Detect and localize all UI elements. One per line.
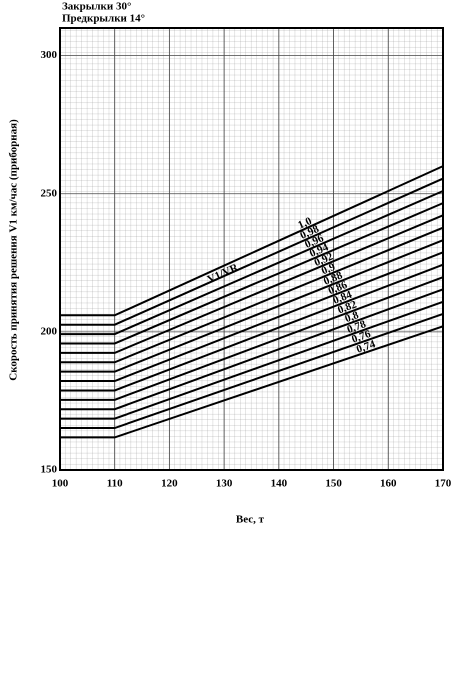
series-line — [60, 251, 444, 383]
y-tick-label: 300 — [41, 49, 58, 61]
series-line — [60, 312, 444, 430]
series-line — [60, 202, 444, 345]
x-axis-label: Вес, т — [236, 514, 265, 526]
series-line — [60, 300, 444, 420]
series-line — [60, 288, 444, 411]
series-line — [60, 263, 444, 392]
x-tick-label: 100 — [52, 478, 69, 490]
series-label: 0,74 — [355, 338, 378, 356]
series-line — [60, 239, 444, 373]
x-tick-label: 170 — [435, 478, 452, 490]
series-label: 1,0 — [296, 215, 314, 232]
series-line — [60, 276, 444, 401]
chart-title: Закрылки 30° — [62, 1, 131, 13]
series-line — [60, 165, 444, 317]
series-line — [60, 214, 444, 354]
x-tick-label: 140 — [271, 478, 288, 490]
chart-title: Предкрылки 14° — [62, 13, 145, 25]
series-line — [60, 325, 444, 439]
y-tick-label: 200 — [41, 325, 58, 337]
series-label: 0,8 — [343, 309, 361, 325]
y-tick-label: 250 — [41, 187, 58, 199]
series-line — [60, 190, 444, 336]
series-line — [60, 226, 444, 364]
x-tick-label: 130 — [216, 478, 233, 490]
x-tick-label: 120 — [161, 478, 178, 490]
series-line — [60, 177, 444, 326]
y-tick-label: 150 — [41, 464, 58, 476]
plot-frame — [59, 27, 444, 471]
y-axis-label: Скорость принятия решения V1 км/час (при… — [8, 119, 20, 381]
series-label: 0,9 — [320, 261, 338, 278]
fine-grid — [60, 28, 443, 470]
x-tick-label: 110 — [107, 478, 123, 490]
x-tick-label: 150 — [325, 478, 342, 490]
x-tick-label: 160 — [380, 478, 397, 490]
